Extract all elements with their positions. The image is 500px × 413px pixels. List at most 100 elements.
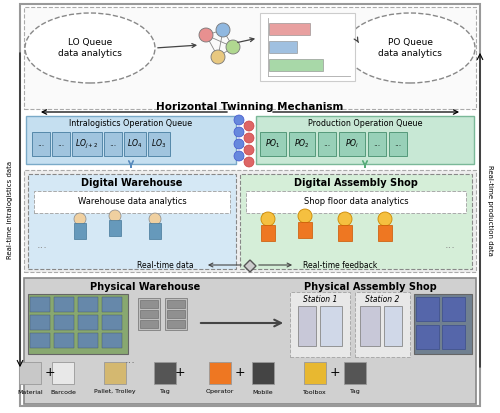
Bar (74, 223, 86, 239)
Bar (339, 132, 365, 156)
Text: LO Queue: LO Queue (68, 38, 112, 47)
Bar (384, 306, 402, 346)
Bar (256, 116, 474, 164)
Bar (52, 362, 74, 384)
Text: +: + (330, 366, 340, 380)
Circle shape (234, 139, 244, 149)
Text: +: + (174, 366, 186, 380)
Text: ...: ... (58, 140, 64, 149)
Text: Digital Warehouse: Digital Warehouse (82, 178, 182, 188)
Text: $PO_i$: $PO_i$ (345, 138, 359, 150)
Bar (154, 362, 176, 384)
Bar (269, 23, 310, 35)
Circle shape (149, 213, 161, 225)
Circle shape (234, 115, 244, 125)
Bar (78, 297, 98, 312)
Bar (338, 225, 352, 241)
Text: $LO_4$: $LO_4$ (128, 138, 142, 150)
Text: ...: ... (394, 140, 402, 149)
Bar (124, 132, 146, 156)
Bar (289, 132, 315, 156)
Bar (138, 298, 160, 330)
Bar (360, 306, 380, 346)
Bar (24, 7, 476, 109)
Text: PO Queue: PO Queue (388, 38, 432, 47)
Circle shape (378, 212, 392, 226)
Bar (19, 362, 41, 384)
Bar (165, 298, 187, 330)
Bar (442, 325, 465, 349)
Bar (269, 59, 323, 71)
Text: Production Operation Queue: Production Operation Queue (308, 119, 422, 128)
Bar (54, 297, 74, 312)
Text: Physical Warehouse: Physical Warehouse (90, 282, 200, 292)
Text: $LO_3$: $LO_3$ (152, 138, 166, 150)
Text: Pallet, Trolley: Pallet, Trolley (94, 389, 136, 394)
Text: $PO_1$: $PO_1$ (266, 138, 280, 150)
Circle shape (244, 157, 254, 167)
Bar (78, 315, 98, 330)
Bar (304, 362, 326, 384)
Text: Station 2: Station 2 (365, 295, 399, 304)
Polygon shape (244, 260, 256, 272)
Bar (378, 225, 392, 241)
Bar (318, 132, 336, 156)
Bar (389, 132, 407, 156)
Circle shape (261, 212, 275, 226)
Bar (252, 362, 274, 384)
Bar (344, 362, 366, 384)
Bar (24, 170, 476, 272)
Text: Operator: Operator (206, 389, 234, 394)
Bar (355, 292, 410, 357)
Bar (26, 116, 236, 164)
Text: ...: ... (324, 140, 330, 149)
Text: +: + (234, 366, 246, 380)
Text: Tag: Tag (350, 389, 360, 394)
Circle shape (298, 209, 312, 223)
Circle shape (338, 212, 352, 226)
Bar (140, 320, 158, 328)
Bar (209, 362, 231, 384)
Bar (30, 297, 50, 312)
Text: Real-time intralogistics data: Real-time intralogistics data (7, 161, 13, 259)
Bar (298, 306, 316, 346)
Text: ...: ... (374, 140, 380, 149)
Ellipse shape (345, 13, 475, 83)
Bar (240, 174, 472, 269)
Bar (102, 315, 122, 330)
Bar (140, 300, 158, 308)
Bar (320, 306, 342, 346)
Bar (52, 132, 70, 156)
Circle shape (234, 127, 244, 137)
Bar (54, 333, 74, 348)
Text: Tag: Tag (160, 389, 170, 394)
Circle shape (74, 213, 86, 225)
Circle shape (244, 133, 254, 143)
Circle shape (199, 28, 213, 42)
Bar (54, 315, 74, 330)
Bar (148, 132, 170, 156)
Bar (104, 362, 126, 384)
Circle shape (211, 50, 225, 64)
Bar (368, 132, 386, 156)
Text: data analytics: data analytics (378, 48, 442, 57)
Bar (416, 325, 439, 349)
Text: Shop floor data analytics: Shop floor data analytics (304, 197, 408, 206)
Bar (72, 132, 102, 156)
Text: ...: ... (444, 240, 456, 250)
Bar (442, 297, 465, 321)
Text: Station 1: Station 1 (303, 295, 337, 304)
Text: ...: ... (36, 240, 48, 250)
Ellipse shape (25, 13, 155, 83)
Text: Real-time feedback: Real-time feedback (303, 261, 377, 270)
Text: Digital Assembly Shop: Digital Assembly Shop (294, 178, 418, 188)
Bar (167, 320, 185, 328)
Bar (102, 333, 122, 348)
Text: +: + (44, 366, 56, 380)
Bar (290, 292, 350, 357)
Text: Real-time data: Real-time data (136, 261, 194, 270)
Bar (269, 41, 297, 53)
Bar (414, 294, 472, 354)
Bar (78, 333, 98, 348)
Text: Mobile: Mobile (252, 389, 274, 394)
